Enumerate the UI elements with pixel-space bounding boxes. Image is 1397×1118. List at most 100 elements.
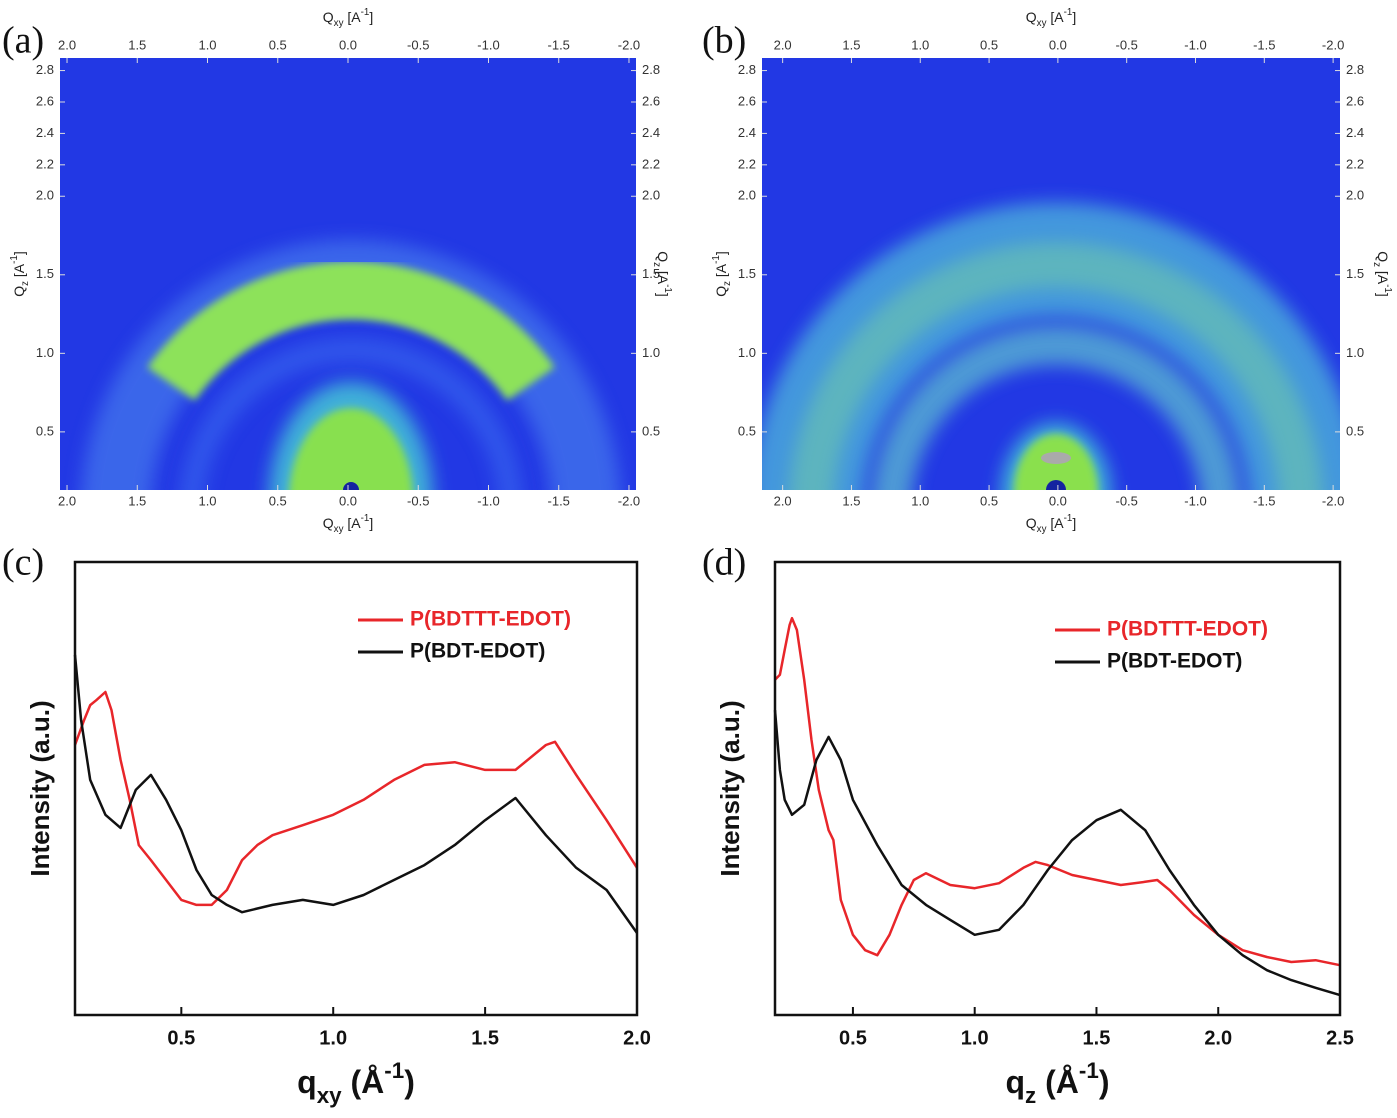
x-tick-label-bottom: -0.5 <box>1115 493 1137 508</box>
label-part: z <box>1371 262 1382 267</box>
label-part: Q <box>1375 251 1391 262</box>
y-tick-label-right: 2.8 <box>1346 62 1364 77</box>
x-tick-label-top: -0.5 <box>1115 37 1137 52</box>
label-part: Q <box>1026 515 1037 531</box>
x-tick-label-bottom: -1.5 <box>1253 493 1275 508</box>
y-tick-label-right: 0.5 <box>642 423 660 438</box>
legend-label: P(BDTTT-EDOT) <box>410 608 571 631</box>
y-tick-label-right: 2.0 <box>1346 188 1364 203</box>
y-tick-label-left: 1.0 <box>738 345 756 360</box>
legend-label: P(BDT-EDOT) <box>1107 650 1242 673</box>
x-tick-label-top: 2.0 <box>58 37 76 52</box>
x-tick-label-top: 0.5 <box>269 37 287 52</box>
y-tick-label-left: 1.5 <box>36 266 54 281</box>
x-tick-label-bottom: 2.0 <box>774 493 792 508</box>
plot-frame <box>73 560 639 1017</box>
x-tick-label-top: -1.5 <box>548 37 570 52</box>
x-tick-label-top: 0.0 <box>339 37 357 52</box>
y-axis-label-left: Qz [A-1] <box>711 251 733 297</box>
label-part: ] <box>713 251 729 255</box>
y-tick-label-right: 2.0 <box>642 188 660 203</box>
data-line <box>73 654 639 934</box>
x-tick-label-top: 1.0 <box>198 37 216 52</box>
legend-label: P(BDTTT-EDOT) <box>1107 618 1268 641</box>
x-axis-label-top: Qxy [A-1] <box>323 7 373 29</box>
y-tick-label-left: 2.0 <box>36 188 54 203</box>
label-part: [A <box>343 515 361 531</box>
x-tick-label-top: 0.0 <box>1049 37 1067 52</box>
label-part: [A <box>343 9 361 25</box>
x-tick-label: 2.0 <box>623 1027 651 1049</box>
label-part: xy <box>317 1083 342 1108</box>
y-tick-label-left: 0.5 <box>36 423 54 438</box>
x-tick-label: 2.5 <box>1326 1027 1354 1049</box>
label-part: Q <box>713 286 729 297</box>
label-part: ] <box>11 251 27 255</box>
x-axis-label: qxy (Å-1) <box>297 1058 415 1108</box>
y-axis-label-right: Qz [A-1] <box>1371 251 1393 297</box>
y-tick-label-left: 2.8 <box>36 62 54 77</box>
x-tick-label-top: -1.0 <box>477 37 499 52</box>
x-tick-label-top: -2.0 <box>1322 37 1344 52</box>
y-tick-label-right: 1.0 <box>1346 345 1364 360</box>
label-part: [A <box>11 263 27 281</box>
x-tick-label-bottom: 0.0 <box>1049 493 1067 508</box>
y-tick-label-left: 2.4 <box>36 125 54 140</box>
label-part: ) <box>404 1064 415 1100</box>
x-tick-label: 0.5 <box>167 1027 195 1049</box>
label-part: (Å <box>342 1064 385 1100</box>
x-tick-label-top: 0.5 <box>980 37 998 52</box>
x-tick-label-top: 1.0 <box>911 37 929 52</box>
label-part: z <box>722 281 733 286</box>
label-part: xy <box>1037 18 1047 29</box>
y-tick-label-left: 2.2 <box>36 156 54 171</box>
x-tick-label-top: 2.0 <box>774 37 792 52</box>
label-part: Q <box>323 515 334 531</box>
x-tick-label-bottom: -1.5 <box>548 493 570 508</box>
label-part: q <box>297 1064 317 1100</box>
panel-label: (b) <box>702 20 746 62</box>
y-tick-label-right: 1.5 <box>1346 266 1364 281</box>
label-part: -1 <box>1064 7 1073 18</box>
y-tick-label-left: 2.0 <box>738 188 756 203</box>
y-axis-label: Intensity (a.u.) <box>25 700 55 876</box>
x-axis-label: qz (Å-1) <box>1006 1058 1110 1108</box>
y-tick-label-right: 0.5 <box>1346 423 1364 438</box>
label-part: Q <box>11 286 27 297</box>
x-tick-label: 2.0 <box>1204 1027 1232 1049</box>
x-tick-label-top: 1.5 <box>842 37 860 52</box>
x-tick-label-bottom: -2.0 <box>1322 493 1344 508</box>
label-part: ] <box>369 515 373 531</box>
label-part: [A <box>1046 515 1064 531</box>
label-part: z <box>20 281 31 286</box>
x-tick-label-top: -1.0 <box>1184 37 1206 52</box>
y-tick-label-right: 2.4 <box>642 125 660 140</box>
x-tick-label-bottom: 0.0 <box>339 493 357 508</box>
panel-label: (c) <box>2 542 44 584</box>
y-tick-label-right: 2.6 <box>642 93 660 108</box>
y-tick-label-left: 2.4 <box>738 125 756 140</box>
x-tick-label-bottom: 1.5 <box>842 493 860 508</box>
label-part: z <box>651 262 662 267</box>
x-tick-label: 1.0 <box>319 1027 347 1049</box>
x-tick-label-bottom: 1.5 <box>128 493 146 508</box>
label-part: -1 <box>662 284 673 293</box>
y-tick-label-right: 2.4 <box>1346 125 1364 140</box>
label-part: ] <box>655 293 671 297</box>
x-tick-label-top: -1.5 <box>1253 37 1275 52</box>
data-line <box>773 709 1341 997</box>
label-part: Q <box>323 9 334 25</box>
label-part: [A <box>1375 267 1391 285</box>
y-tick-label-right: 2.6 <box>1346 93 1364 108</box>
x-tick-label-bottom: -1.0 <box>477 493 499 508</box>
x-tick-label: 1.5 <box>471 1027 499 1049</box>
y-tick-label-right: 1.0 <box>642 345 660 360</box>
y-tick-label-right: 2.2 <box>1346 156 1364 171</box>
y-tick-label-right: 2.2 <box>642 156 660 171</box>
x-tick-label-bottom: -2.0 <box>618 493 640 508</box>
label-part: -1 <box>9 255 20 264</box>
x-tick-label-bottom: 1.0 <box>911 493 929 508</box>
x-tick-label-bottom: 0.5 <box>980 493 998 508</box>
y-tick-label-left: 2.6 <box>738 93 756 108</box>
